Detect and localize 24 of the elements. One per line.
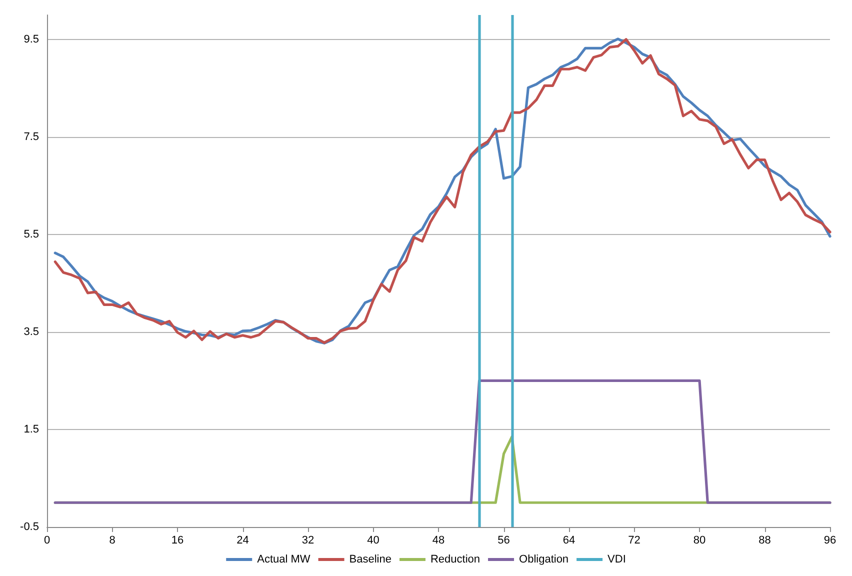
y-tick-label: 5.5 — [24, 228, 39, 240]
legend-label: Reduction — [430, 554, 480, 566]
x-tick-label: 56 — [498, 534, 510, 546]
y-tick-label: -0.5 — [20, 521, 39, 533]
y-tick-label: 7.5 — [24, 130, 39, 143]
x-tick-label: 16 — [171, 534, 184, 546]
x-tick-label: 72 — [628, 534, 640, 546]
legend-label: Obligation — [519, 554, 569, 566]
x-tick-label: 24 — [236, 534, 249, 546]
legend-label: VDI — [608, 554, 626, 566]
x-tick-label: 32 — [302, 534, 314, 546]
x-tick-label: 88 — [758, 534, 771, 546]
x-tick-label: 0 — [44, 534, 50, 546]
x-tick-label: 80 — [693, 534, 706, 546]
x-tick-label: 48 — [432, 534, 445, 546]
x-tick-label: 96 — [824, 534, 836, 546]
legend-label: Actual MW — [257, 554, 311, 566]
y-tick-label: 1.5 — [24, 423, 39, 436]
y-tick-label: 9.5 — [24, 33, 39, 46]
legend-label: Baseline — [349, 554, 392, 566]
x-tick-label: 8 — [109, 534, 116, 546]
x-tick-label: 40 — [367, 534, 380, 546]
y-tick-label: 3.5 — [24, 326, 39, 338]
x-tick-label: 64 — [562, 534, 576, 546]
